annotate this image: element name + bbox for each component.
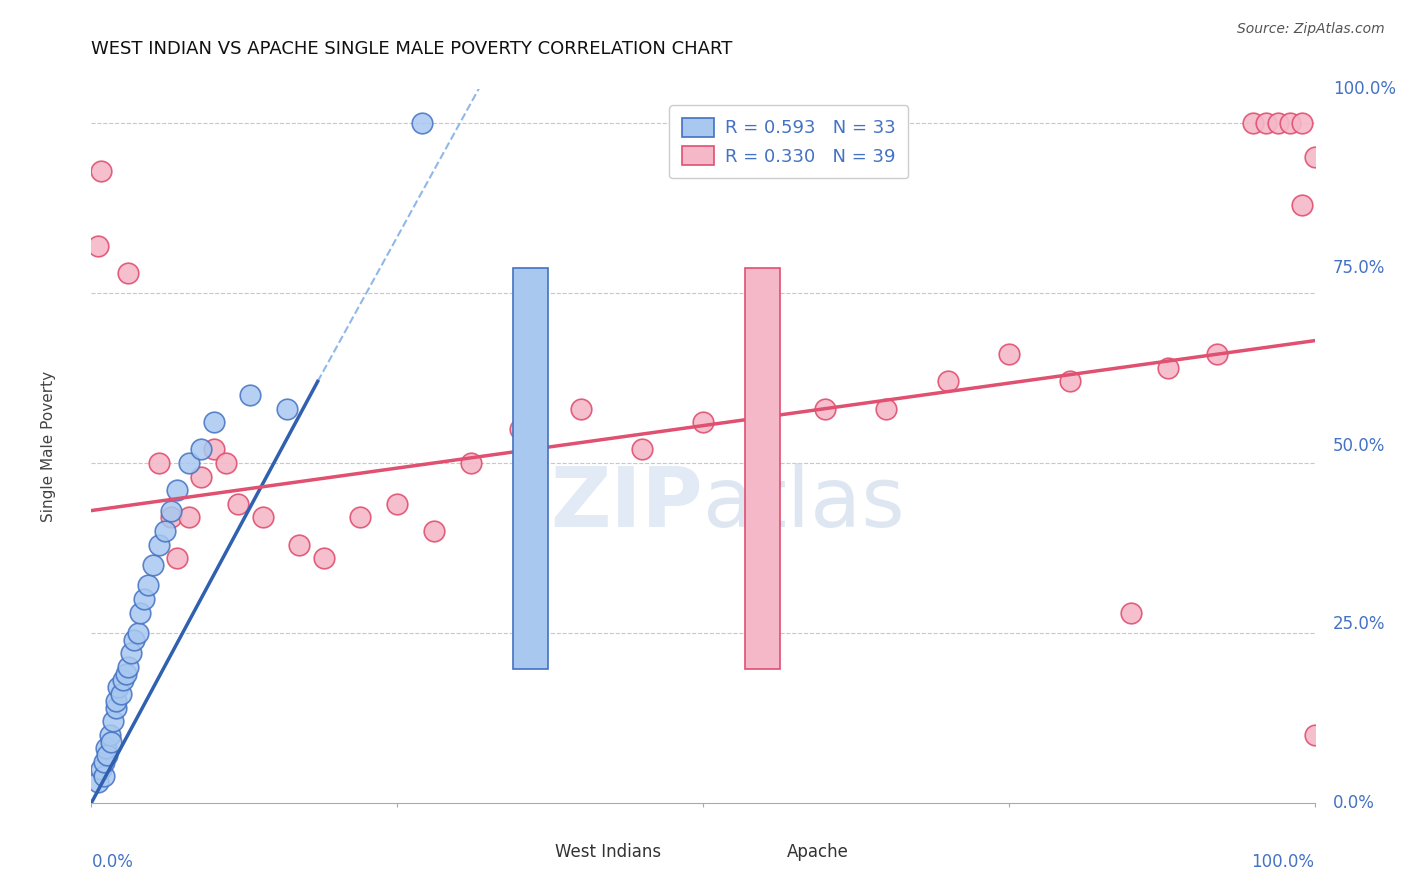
Point bbox=[160, 510, 183, 524]
Point bbox=[936, 375, 959, 389]
Point bbox=[166, 551, 188, 566]
Point bbox=[631, 442, 654, 457]
Point bbox=[96, 748, 118, 763]
Text: Apache: Apache bbox=[787, 843, 849, 861]
Text: 0.0%: 0.0% bbox=[91, 853, 134, 871]
Point bbox=[104, 700, 127, 714]
Text: West Indians: West Indians bbox=[555, 843, 661, 861]
Point bbox=[160, 503, 183, 517]
Point bbox=[100, 734, 122, 748]
Point bbox=[127, 626, 149, 640]
Point bbox=[1157, 360, 1180, 375]
Point bbox=[117, 266, 139, 280]
Text: 100.0%: 100.0% bbox=[1333, 80, 1396, 98]
Point bbox=[569, 401, 592, 416]
Point bbox=[509, 422, 531, 436]
Text: Single Male Poverty: Single Male Poverty bbox=[41, 370, 56, 522]
Point bbox=[814, 401, 837, 416]
Point bbox=[1279, 116, 1302, 130]
Point bbox=[1267, 116, 1289, 130]
Point bbox=[226, 497, 249, 511]
Text: 100.0%: 100.0% bbox=[1251, 853, 1315, 871]
Text: ZIP: ZIP bbox=[551, 463, 703, 543]
Point bbox=[190, 469, 212, 483]
Point bbox=[166, 483, 188, 498]
Point bbox=[411, 116, 433, 130]
Point bbox=[349, 510, 371, 524]
Point bbox=[93, 769, 115, 783]
Point bbox=[1303, 150, 1326, 164]
Point bbox=[1291, 198, 1313, 212]
Point bbox=[179, 456, 201, 470]
Point bbox=[1303, 728, 1326, 742]
Point bbox=[98, 728, 121, 742]
Point bbox=[460, 456, 482, 470]
Point bbox=[998, 347, 1021, 361]
Text: 0.0%: 0.0% bbox=[1333, 794, 1375, 812]
Point bbox=[190, 442, 212, 457]
Point bbox=[120, 646, 142, 660]
Point bbox=[215, 456, 238, 470]
Point bbox=[276, 401, 298, 416]
Point bbox=[136, 578, 159, 592]
Point bbox=[132, 591, 155, 606]
Point bbox=[104, 694, 127, 708]
Point bbox=[86, 238, 108, 252]
Point bbox=[875, 401, 898, 416]
Legend: R = 0.593   N = 33, R = 0.330   N = 39: R = 0.593 N = 33, R = 0.330 N = 39 bbox=[669, 105, 908, 178]
Point bbox=[112, 673, 135, 688]
Point bbox=[179, 510, 201, 524]
Point bbox=[1291, 116, 1313, 130]
Point bbox=[754, 429, 776, 443]
Point bbox=[252, 510, 274, 524]
Point bbox=[93, 755, 115, 769]
Point bbox=[312, 551, 335, 566]
Point bbox=[110, 687, 132, 701]
Point bbox=[94, 741, 117, 756]
Point bbox=[86, 775, 108, 789]
Point bbox=[1059, 375, 1081, 389]
Point bbox=[148, 456, 170, 470]
Text: WEST INDIAN VS APACHE SINGLE MALE POVERTY CORRELATION CHART: WEST INDIAN VS APACHE SINGLE MALE POVERT… bbox=[91, 40, 733, 58]
Text: 75.0%: 75.0% bbox=[1333, 259, 1385, 277]
Point bbox=[122, 632, 145, 647]
Point bbox=[90, 762, 112, 776]
Text: Source: ZipAtlas.com: Source: ZipAtlas.com bbox=[1237, 22, 1385, 37]
Point bbox=[114, 666, 136, 681]
Point bbox=[239, 388, 262, 402]
Point bbox=[1121, 606, 1143, 620]
Point bbox=[385, 497, 409, 511]
Point bbox=[141, 558, 163, 572]
Point bbox=[423, 524, 446, 538]
Point bbox=[202, 442, 225, 457]
Text: 50.0%: 50.0% bbox=[1333, 437, 1385, 455]
Point bbox=[129, 606, 152, 620]
Point bbox=[107, 680, 129, 694]
Point bbox=[1254, 116, 1277, 130]
Point bbox=[288, 537, 311, 551]
Text: 25.0%: 25.0% bbox=[1333, 615, 1385, 633]
Point bbox=[202, 415, 225, 429]
Point bbox=[103, 714, 125, 729]
Point bbox=[692, 415, 714, 429]
Point bbox=[153, 524, 176, 538]
Point bbox=[117, 660, 139, 674]
Point bbox=[90, 163, 112, 178]
Text: atlas: atlas bbox=[703, 463, 904, 543]
Point bbox=[148, 537, 170, 551]
Point bbox=[1205, 347, 1227, 361]
Point bbox=[1243, 116, 1265, 130]
